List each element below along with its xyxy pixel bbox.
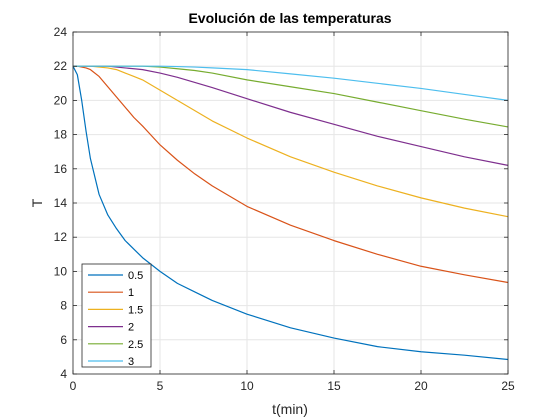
x-axis-label: t(min) [272, 401, 308, 417]
y-tick-label: 10 [54, 264, 68, 278]
y-axis-label: T [29, 198, 45, 207]
series-line-3 [73, 65, 509, 101]
y-tick-label: 14 [54, 196, 68, 210]
legend-box [81, 263, 152, 368]
x-tick-label: 15 [327, 379, 341, 393]
x-tick-label: 0 [70, 379, 77, 393]
legend-label-3: 3 [128, 356, 134, 368]
legend-label-2: 2 [128, 322, 134, 334]
x-tick-label: 5 [157, 379, 164, 393]
series-line-1 [73, 65, 509, 284]
y-tick-label: 12 [54, 230, 68, 244]
y-tick-label: 4 [60, 367, 67, 381]
x-tick-label: 10 [240, 379, 254, 393]
chart-title: Evolución de las temperaturas [188, 10, 391, 26]
y-tick-label: 6 [60, 333, 67, 347]
x-tick-label: 25 [501, 379, 515, 393]
legend: 0.5 1 1.5 2 2.5 3 [81, 263, 152, 368]
legend-label-2.5: 2.5 [128, 339, 143, 351]
series-layer [72, 65, 509, 361]
legend-label-0.5: 0.5 [128, 270, 143, 282]
legend-label-1.5: 1.5 [128, 304, 143, 316]
y-tick-label: 18 [54, 128, 68, 142]
y-tick-label: 20 [54, 93, 68, 107]
x-tick-label: 20 [414, 379, 428, 393]
y-tick-label: 16 [54, 162, 68, 176]
y-tick-label: 8 [60, 299, 67, 313]
y-tick-label: 24 [54, 25, 68, 39]
y-tick-label: 22 [54, 59, 68, 73]
legend-label-1: 1 [128, 287, 134, 299]
